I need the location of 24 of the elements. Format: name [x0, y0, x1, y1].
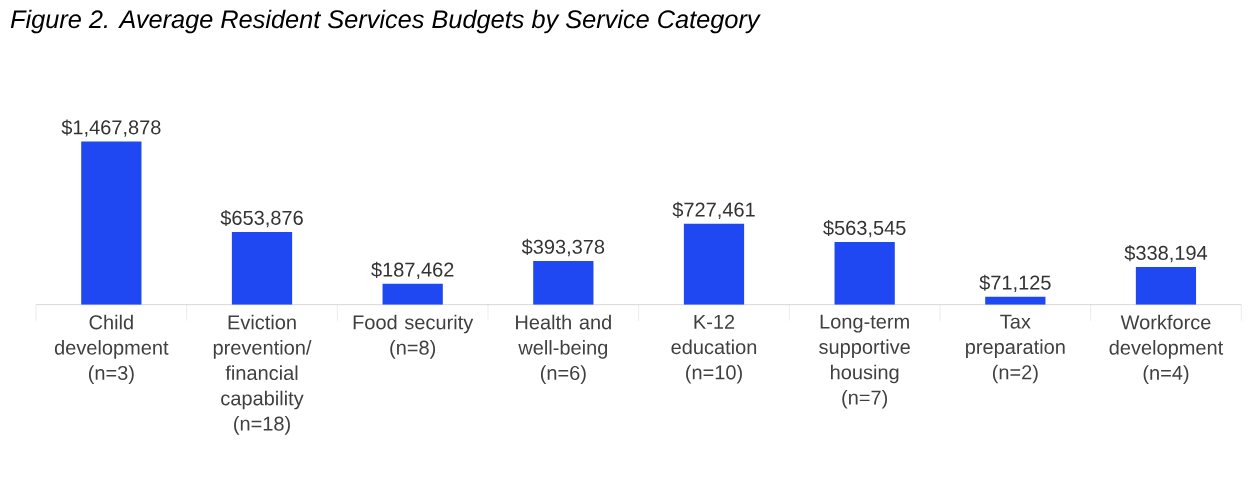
- bar: [382, 283, 443, 305]
- bar: [533, 261, 594, 305]
- x-tick-label: Tax preparation (n=2): [966, 314, 1065, 384]
- x-tick-label: Long-term supportive housing (n=7): [819, 314, 910, 409]
- chart-title: Figure 2. Average Resident Services Budgets by Service Category: [10, 9, 761, 34]
- data-label: $1,467,878: [61, 119, 161, 137]
- data-label: $187,462: [371, 261, 454, 280]
- x-tick-label: Eviction prevention/ financial capability (n=18): [213, 314, 312, 435]
- x-tick-label: Workforce development (n=4): [1109, 314, 1224, 385]
- bar: [81, 141, 142, 305]
- data-label: $338,194: [1124, 245, 1208, 263]
- x-tick-label: Health and well-being (n=6): [516, 314, 611, 385]
- x-tick-label: K-12 education (n=10): [671, 314, 757, 384]
- bar: [834, 242, 895, 305]
- data-label: $653,876: [220, 210, 303, 228]
- bar: [683, 223, 745, 305]
- x-tick-label: Food security (n=8): [353, 314, 474, 359]
- data-label: $727,461: [672, 201, 755, 220]
- bar: [1135, 267, 1197, 305]
- data-label: $393,378: [521, 239, 605, 257]
- data-label: $71,125: [979, 274, 1051, 293]
- bar: [231, 232, 293, 305]
- data-label: $563,545: [823, 220, 906, 238]
- x-tick-label: Child development (n=3): [54, 314, 169, 385]
